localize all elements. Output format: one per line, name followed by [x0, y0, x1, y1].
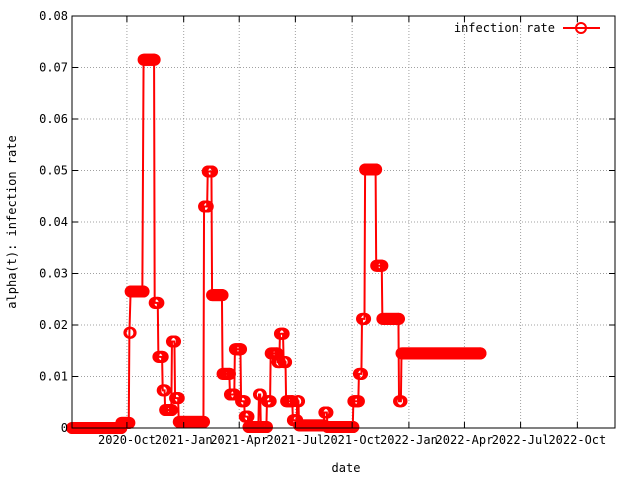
y-tick-label: 0.05 [39, 164, 68, 178]
x-tick-label: 2022-Apr [436, 433, 494, 447]
data-point [148, 53, 161, 66]
legend-label: infection rate [454, 21, 555, 35]
data-point [286, 395, 299, 408]
data-point [124, 326, 137, 339]
y-tick-label: 0.08 [39, 9, 68, 23]
data-point [356, 367, 369, 380]
series-line [72, 58, 481, 429]
y-tick-label: 0 [61, 421, 68, 435]
data-point [238, 395, 251, 408]
data-point [370, 163, 383, 176]
data-point [347, 420, 360, 433]
data-point [206, 165, 219, 178]
data-point [223, 367, 236, 380]
x-axis-label: date [332, 461, 361, 475]
legend: infection rate [454, 21, 600, 35]
y-axis-label: alpha(t): infection rate [5, 135, 19, 308]
x-tick-labels: 2020-Oct2021-Jan2021-Apr2021-Jul2021-Oct… [98, 433, 606, 447]
y-tick-label: 0.01 [39, 370, 68, 384]
data-point [156, 350, 169, 363]
data-point [359, 312, 372, 325]
data-point [352, 395, 365, 408]
legend-marker-icon [575, 22, 587, 34]
data-point [321, 406, 334, 419]
x-tick-label: 2021-Jan [155, 433, 213, 447]
data-point [474, 347, 487, 360]
data-point [254, 388, 267, 401]
data-point [280, 356, 293, 369]
series-layer [66, 53, 487, 434]
y-tick-labels: 0 0.01 0.02 0.03 0.04 0.05 0.06 0.07 0.08 [39, 9, 68, 435]
data-point [293, 395, 306, 408]
y-tick-label: 0.06 [39, 112, 68, 126]
data-point [169, 335, 182, 348]
data-point [228, 388, 241, 401]
data-point [198, 415, 211, 428]
x-tick-label: 2021-Oct [323, 433, 381, 447]
data-point [137, 285, 150, 298]
x-tick-label: 2021-Apr [210, 433, 268, 447]
y-tick-label: 0.07 [39, 61, 68, 75]
y-tick-label: 0.02 [39, 318, 68, 332]
x-tick-label: 2022-Jan [380, 433, 438, 447]
x-tick-label: 2021-Jul [266, 433, 324, 447]
x-tick-label: 2022-Oct [548, 433, 606, 447]
x-tick-label: 2020-Oct [98, 433, 156, 447]
data-point [260, 420, 273, 433]
data-point [393, 312, 406, 325]
data-point [159, 384, 172, 397]
data-point [172, 392, 185, 405]
data-point [376, 259, 389, 272]
data-point [152, 296, 165, 309]
axis-ticks [72, 15, 615, 429]
y-tick-label: 0.04 [39, 215, 68, 229]
data-point [264, 395, 277, 408]
data-point [216, 289, 229, 302]
y-tick-label: 0.03 [39, 267, 68, 281]
data-point [277, 327, 290, 340]
data-point [201, 200, 214, 213]
data-point [235, 343, 248, 356]
data-point [395, 395, 408, 408]
x-tick-label: 2022-Jul [492, 433, 550, 447]
data-point [165, 403, 178, 416]
data-point [273, 356, 286, 369]
